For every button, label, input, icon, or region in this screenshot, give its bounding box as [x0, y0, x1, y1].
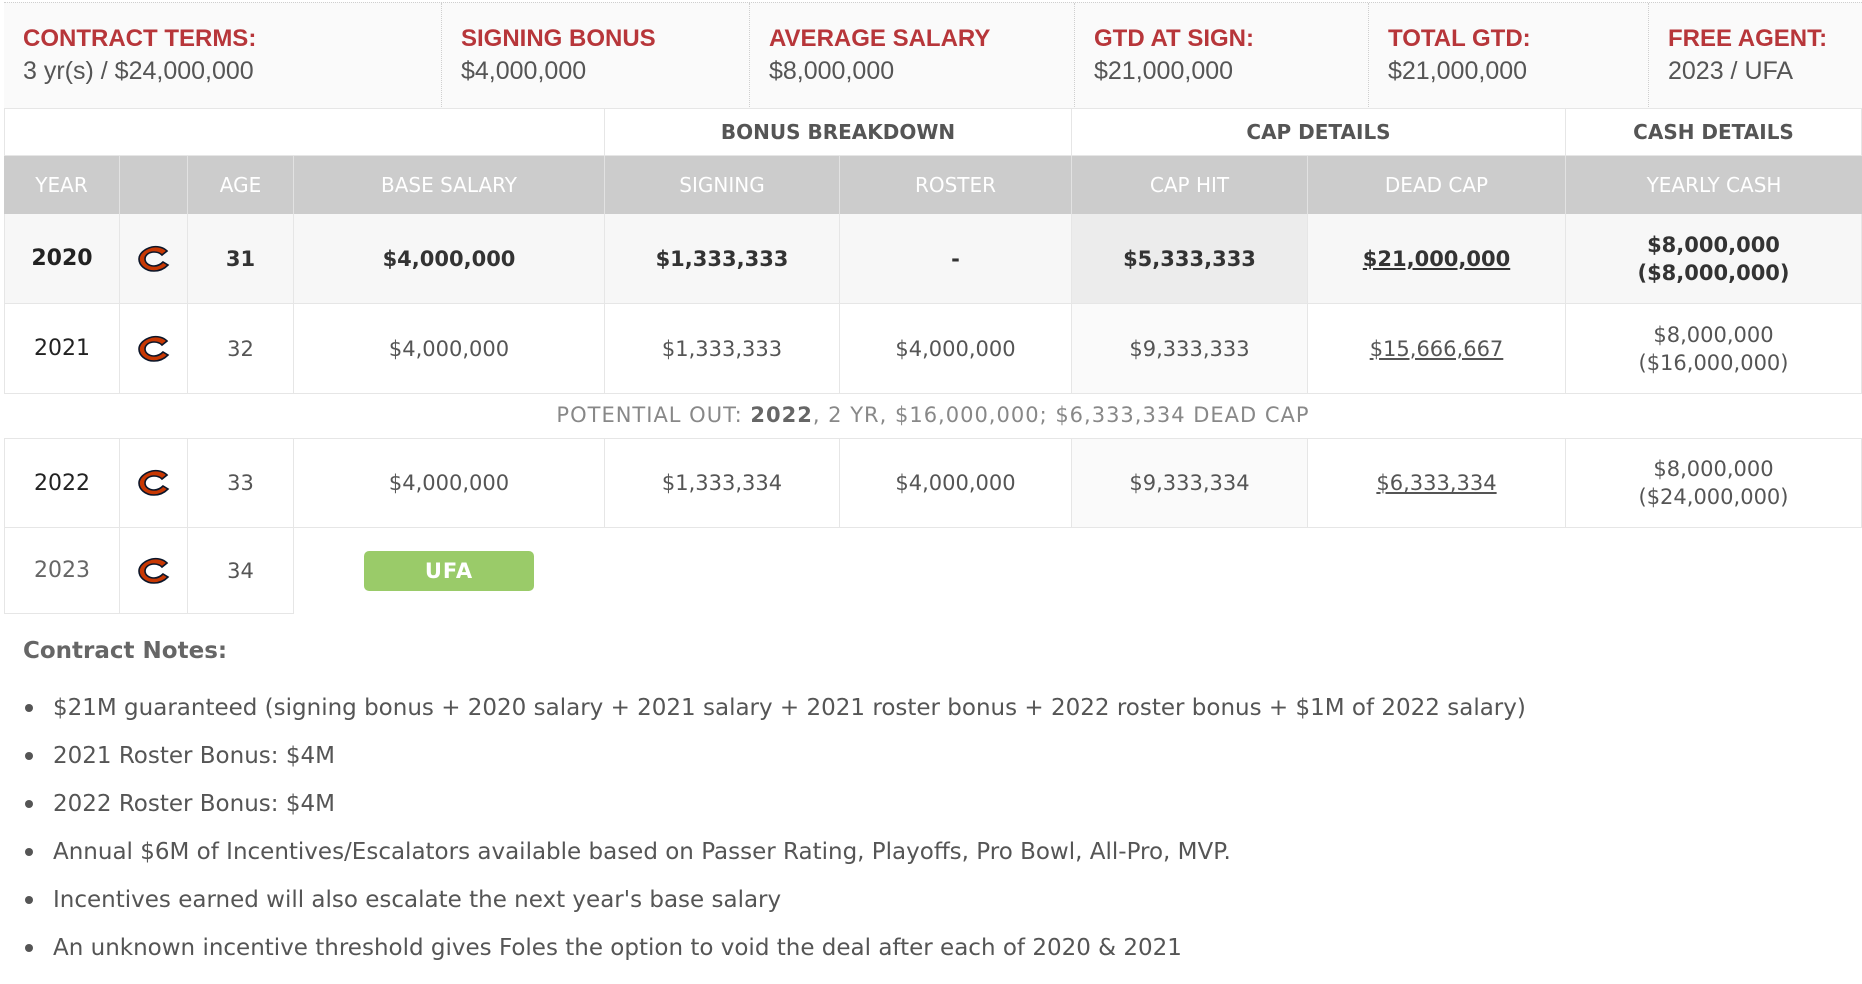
row-year: 2023 — [4, 528, 120, 614]
row-signing: $1,333,333 — [605, 214, 840, 304]
team-logo-cell — [120, 439, 188, 528]
row-dead-cap-link[interactable]: $21,000,000 — [1308, 214, 1566, 304]
row-roster: $4,000,000 — [840, 304, 1072, 394]
summary-total-gtd: TOTAL GTD: $21,000,000 — [1369, 3, 1649, 109]
row-age: 33 — [188, 439, 294, 528]
col-header-yearly-cash[interactable]: YEARLY CASH — [1646, 173, 1782, 197]
summary-free-agent: FREE AGENT: 2023 / UFA — [1649, 3, 1862, 109]
cash-yearly: $8,000,000 — [1647, 232, 1780, 257]
row-dead-cap-link[interactable]: $15,666,667 — [1308, 304, 1566, 394]
row-base-salary: $4,000,000 — [294, 214, 605, 304]
table-row: 2021 32 $4,000,000 $1,333,333 $4,000,000… — [4, 304, 1862, 394]
list-item: 2022 Roster Bonus: $4M — [23, 780, 1526, 828]
row-cap-hit: $9,333,333 — [1072, 304, 1308, 394]
summary-value: $4,000,000 — [461, 57, 587, 85]
row-age: 31 — [188, 214, 294, 304]
team-logo-cell — [120, 528, 188, 614]
summary-label: FREE AGENT: — [1668, 25, 1828, 52]
row-roster: - — [840, 214, 1072, 304]
row-year: 2022 — [4, 439, 120, 528]
summary-value: 2023 / UFA — [1668, 57, 1794, 85]
team-logo-cell — [120, 214, 188, 304]
list-item: 2021 Roster Bonus: $4M — [23, 732, 1526, 780]
row-age: 32 — [188, 304, 294, 394]
row-signing: $1,333,333 — [605, 304, 840, 394]
bears-logo-icon — [137, 557, 169, 584]
contract-notes-list: $21M guaranteed (signing bonus + 2020 sa… — [23, 684, 1526, 972]
cash-cumulative: ($8,000,000) — [1637, 260, 1790, 285]
group-header-blank — [4, 108, 605, 156]
summary-label: TOTAL GTD: — [1388, 25, 1531, 52]
summary-value: $21,000,000 — [1094, 57, 1234, 85]
bears-logo-icon — [137, 335, 169, 362]
row-signing: $1,333,334 — [605, 439, 840, 528]
group-header-cash: CASH DETAILS — [1566, 108, 1862, 156]
bears-logo-icon — [137, 469, 169, 496]
list-item: $21M guaranteed (signing bonus + 2020 sa… — [23, 684, 1526, 732]
row-dead-cap-link[interactable]: $6,333,334 — [1308, 439, 1566, 528]
potential-out-details: , 2 YR, $16,000,000; $6,333,334 DEAD CAP — [812, 403, 1310, 427]
contract-notes-title: Contract Notes: — [23, 638, 228, 664]
team-logo-cell — [120, 304, 188, 394]
group-header-cap: CAP DETAILS — [1072, 108, 1566, 156]
list-item: An unknown incentive threshold gives Fol… — [23, 924, 1526, 972]
row-yearly-cash: $8,000,000 ($24,000,000) — [1566, 439, 1862, 528]
col-header-year[interactable]: YEAR — [4, 156, 120, 214]
summary-label: GTD AT SIGN: — [1094, 25, 1254, 52]
row-year: 2021 — [4, 304, 120, 394]
row-roster: $4,000,000 — [840, 439, 1072, 528]
table-row: 2023 34 — [4, 528, 294, 614]
col-header-age[interactable]: AGE — [188, 156, 294, 214]
row-year: 2020 — [4, 214, 120, 304]
col-header-dead-cap[interactable]: DEAD CAP — [1308, 156, 1566, 214]
potential-out-year: 2022 — [750, 403, 813, 427]
list-item: Incentives earned will also escalate the… — [23, 876, 1526, 924]
cash-cumulative: ($24,000,000) — [1638, 485, 1789, 509]
row-base-salary: $4,000,000 — [294, 304, 605, 394]
row-yearly-cash: $8,000,000 ($8,000,000) — [1566, 214, 1862, 304]
group-header-row: BONUS BREAKDOWN CAP DETAILS CASH DETAILS — [4, 108, 1862, 156]
contract-summary: CONTRACT TERMS: 3 yr(s) / $24,000,000 SI… — [4, 2, 1862, 109]
col-header-team — [120, 156, 188, 214]
potential-out-note: POTENTIAL OUT: 2022, 2 YR, $16,000,000; … — [4, 392, 1862, 438]
row-age: 34 — [188, 528, 294, 614]
row-cap-hit: $5,333,333 — [1072, 214, 1308, 304]
col-header-cap-hit[interactable]: CAP HIT — [1072, 156, 1308, 214]
row-yearly-cash: $8,000,000 ($16,000,000) — [1566, 304, 1862, 394]
table-row: 2022 33 $4,000,000 $1,333,334 $4,000,000… — [4, 438, 1862, 528]
row-base-salary: $4,000,000 — [294, 439, 605, 528]
row-cap-hit: $9,333,334 — [1072, 439, 1308, 528]
group-header-bonus: BONUS BREAKDOWN — [605, 108, 1072, 156]
col-header-roster[interactable]: ROSTER — [840, 156, 1072, 214]
potential-out-prefix: POTENTIAL OUT: — [556, 403, 751, 427]
col-header-base-salary[interactable]: BASE SALARY — [294, 156, 605, 214]
summary-signing-bonus: SIGNING BONUS $4,000,000 — [442, 3, 750, 109]
summary-label: AVERAGE SALARY — [769, 25, 991, 52]
cash-yearly: $8,000,000 — [1653, 457, 1774, 481]
ufa-status-badge: UFA — [364, 551, 534, 591]
summary-value: $8,000,000 — [769, 57, 895, 85]
list-item: Annual $6M of Incentives/Escalators avai… — [23, 828, 1526, 876]
table-row: 2020 31 $4,000,000 $1,333,333 - $5,333,3… — [4, 214, 1862, 304]
summary-gtd-at-sign: GTD AT SIGN: $21,000,000 — [1075, 3, 1369, 109]
cash-yearly: $8,000,000 — [1653, 322, 1774, 347]
summary-value: $21,000,000 — [1388, 57, 1528, 85]
summary-label: SIGNING BONUS — [461, 25, 656, 52]
summary-average-salary: AVERAGE SALARY $8,000,000 — [750, 3, 1075, 109]
cash-cumulative: ($16,000,000) — [1638, 350, 1789, 375]
summary-value: 3 yr(s) / $24,000,000 — [23, 57, 254, 85]
summary-contract-terms: CONTRACT TERMS: 3 yr(s) / $24,000,000 — [4, 3, 442, 109]
bears-logo-icon — [137, 245, 169, 272]
column-header-row: YEAR AGE BASE SALARY SIGNING ROSTER CAP … — [4, 156, 1862, 214]
col-header-signing[interactable]: SIGNING — [605, 156, 840, 214]
summary-label: CONTRACT TERMS: — [23, 25, 257, 52]
